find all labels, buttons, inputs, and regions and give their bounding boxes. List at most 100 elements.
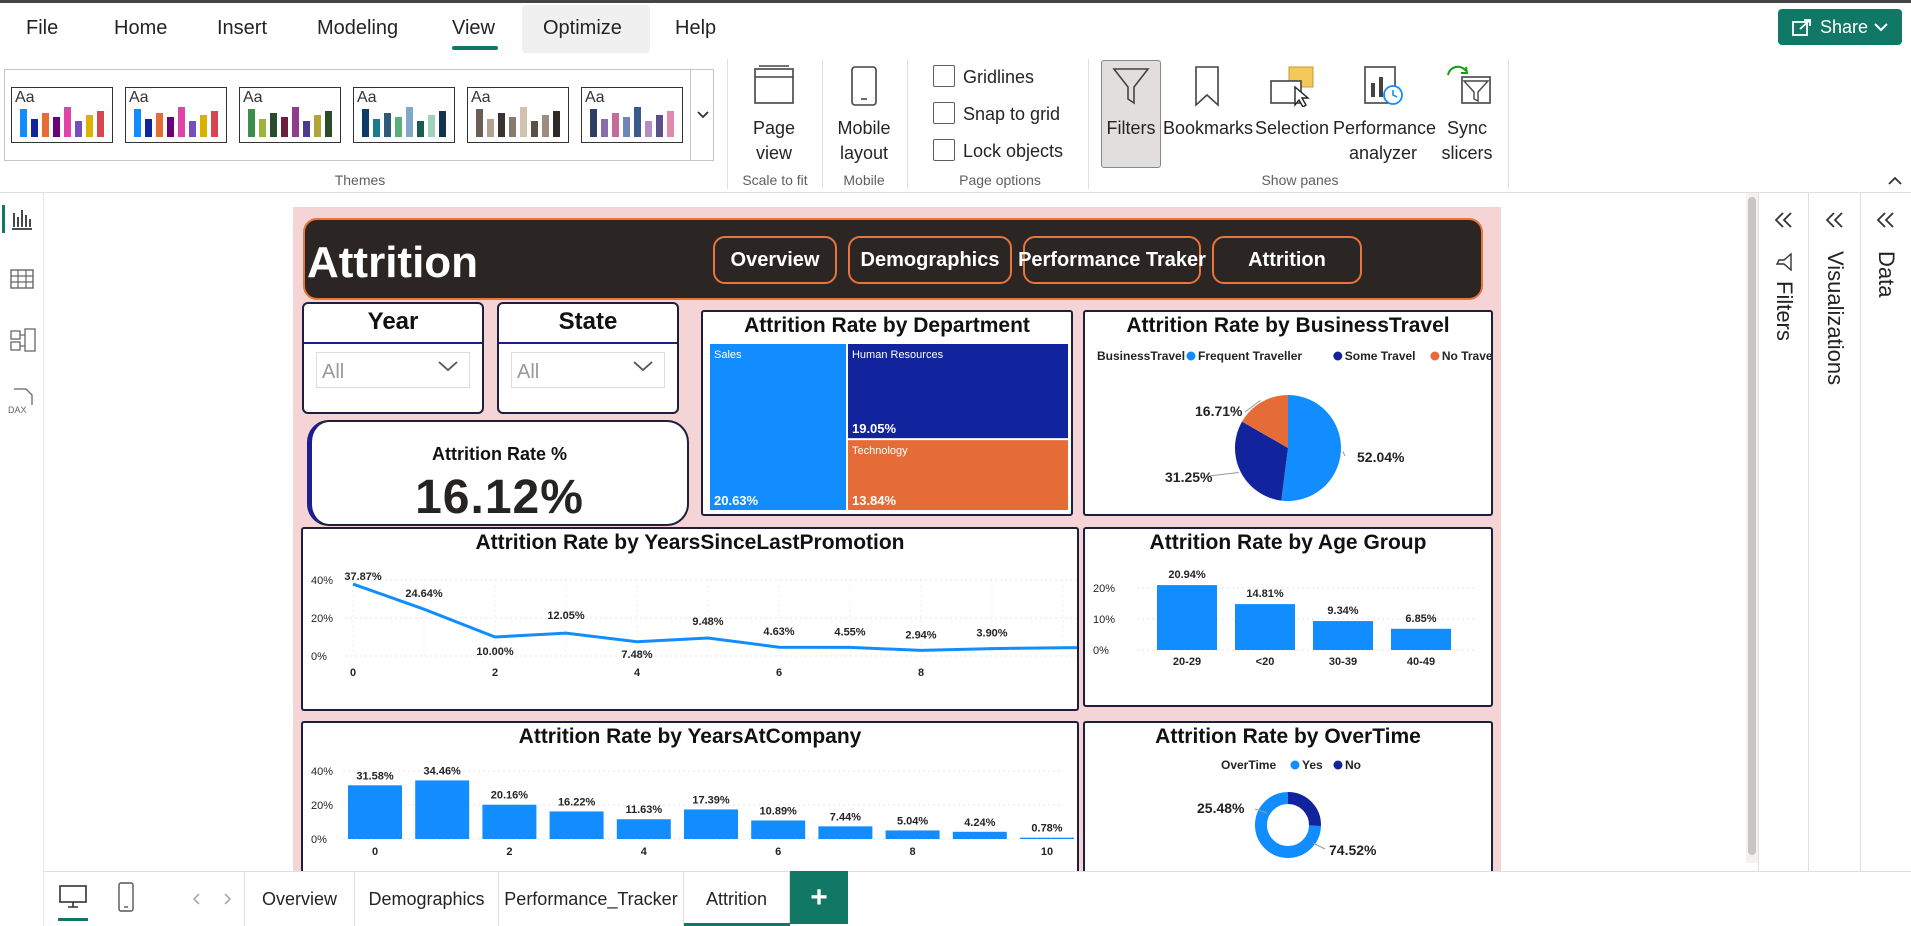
donut-legend-title: OverTime: [1221, 758, 1276, 772]
filters-label: Filters: [1106, 118, 1156, 138]
themes-expand-button[interactable]: [690, 69, 714, 161]
tab-overview[interactable]: Overview: [245, 872, 355, 926]
tab-performance-tracker[interactable]: Performance_Tracker: [499, 872, 684, 926]
x-tick-label: 2: [492, 667, 498, 679]
nav-demographics-button[interactable]: Demographics: [848, 236, 1012, 284]
canvas-scroll-thumb[interactable]: [1748, 197, 1756, 855]
theme-color-bar: [509, 117, 516, 137]
performance-analyzer-button[interactable]: Performance analyzer: [1333, 65, 1436, 166]
pie-data-label: 52.04%: [1357, 449, 1405, 465]
theme-swatch[interactable]: Aa: [467, 87, 569, 143]
sync-slicers-icon: [1447, 65, 1491, 104]
filters-button[interactable]: Filters: [1101, 65, 1161, 141]
model-view-button[interactable]: [10, 327, 36, 358]
theme-swatch[interactable]: Aa: [239, 87, 341, 143]
theme-swatch[interactable]: Aa: [125, 87, 227, 143]
nav-performance-button[interactable]: Performance Traker: [1018, 236, 1206, 284]
menu-view[interactable]: View: [452, 17, 495, 39]
data-pane-label[interactable]: Data: [1874, 251, 1899, 298]
prev-page-button[interactable]: [192, 892, 202, 911]
sync-slicers-button[interactable]: Sync slicers: [1436, 65, 1498, 166]
theme-color-bar: [590, 109, 597, 137]
bar-data-label: 0.78%: [1031, 823, 1062, 835]
menu-home[interactable]: Home: [114, 17, 168, 39]
line-data-label: 4.55%: [834, 626, 865, 638]
lock-objects-checkbox[interactable]: [933, 139, 955, 161]
kpi-card: Attrition Rate % 16.12%: [307, 420, 689, 526]
mobile-layout-button[interactable]: Mobile layout: [830, 65, 898, 166]
donut-data-label: 74.52%: [1329, 842, 1377, 858]
line-data-label: 4.63%: [763, 626, 794, 638]
next-page-button[interactable]: [222, 892, 232, 911]
pie-legend-marker: [1186, 351, 1196, 361]
x-tick-label: 40-49: [1407, 656, 1435, 668]
line-data-label: 24.64%: [405, 588, 443, 600]
bar: [952, 831, 1007, 839]
pie-legend-label: Frequent Traveller: [1198, 349, 1302, 363]
nav-overview-button[interactable]: Overview: [713, 236, 837, 284]
table-view-button[interactable]: [10, 267, 34, 296]
pie-data-label: 31.25%: [1165, 469, 1213, 485]
theme-swatch[interactable]: Aa: [353, 87, 455, 143]
bookmarks-button[interactable]: Bookmarks: [1163, 65, 1254, 141]
menu-modeling[interactable]: Modeling: [317, 17, 399, 39]
theme-color-bar: [248, 109, 255, 137]
snap-to-grid-checkbox[interactable]: [933, 102, 955, 124]
theme-swatch[interactable]: Aa: [11, 87, 113, 143]
expand-visualizations-button[interactable]: [1825, 211, 1845, 234]
scale-to-fit-label: Scale to fit: [742, 172, 808, 188]
collapse-ribbon-button[interactable]: [1888, 173, 1902, 191]
business-travel-pie: BusinessTravel Frequent Traveller Some Tra…: [1097, 349, 1491, 501]
menu-file[interactable]: File: [26, 17, 59, 39]
business-travel-title: Attrition Rate by BusinessTravel: [1126, 314, 1450, 337]
filters-pane-label[interactable]: Filters: [1772, 281, 1797, 341]
menu-optimize[interactable]: Optimize: [543, 17, 622, 39]
donut-legend-marker: [1290, 760, 1300, 770]
show-panes-label: Show panes: [1261, 172, 1339, 188]
donut-segment: [1255, 792, 1321, 858]
chevron-down-icon: [633, 361, 653, 372]
theme-color-bar: [31, 119, 38, 137]
theme-color-bar: [373, 119, 380, 137]
gridlines-checkbox[interactable]: [933, 65, 955, 87]
x-tick-label: 30-39: [1329, 656, 1357, 668]
selection-button[interactable]: Selection: [1254, 65, 1330, 141]
mobile-view-button[interactable]: [116, 882, 136, 917]
theme-swatch[interactable]: Aa: [581, 87, 683, 143]
bookmarks-label: Bookmarks: [1163, 118, 1254, 138]
expand-data-button[interactable]: [1876, 211, 1896, 234]
svg-text:DAX: DAX: [8, 405, 27, 415]
theme-color-bar: [134, 109, 141, 137]
theme-color-bar: [601, 119, 608, 137]
y-tick-label: 20%: [311, 800, 333, 812]
donut-legend-marker: [1333, 760, 1343, 770]
desktop-view-button[interactable]: [58, 884, 88, 915]
bookmark-icon: [1195, 66, 1219, 107]
year-dropdown[interactable]: All: [316, 352, 470, 388]
expand-filters-button[interactable]: [1774, 211, 1794, 234]
add-page-button[interactable]: +: [790, 871, 848, 924]
report-view-button[interactable]: [10, 207, 34, 236]
theme-color-bar: [42, 113, 49, 137]
menu-help[interactable]: Help: [675, 17, 717, 39]
share-button[interactable]: Share: [1778, 9, 1902, 45]
double-chevron-left-icon: [1876, 212, 1894, 228]
page-view-button[interactable]: Page view: [740, 65, 808, 166]
tab-attrition[interactable]: Attrition: [684, 872, 790, 926]
dax-query-view-button[interactable]: DAX: [8, 387, 36, 420]
menu-insert[interactable]: Insert: [217, 17, 268, 39]
pie-legend-marker: [1430, 351, 1440, 361]
visualizations-pane-label[interactable]: Visualizations: [1823, 251, 1848, 386]
state-dropdown[interactable]: All: [511, 352, 665, 388]
line-data-label: 12.05%: [547, 610, 585, 622]
bar: [1313, 621, 1373, 650]
data-pane: Data: [1860, 193, 1911, 871]
bar: [1391, 628, 1451, 650]
theme-color-bar: [97, 111, 104, 137]
chevron-right-icon: [224, 893, 232, 905]
bar-data-label: 4.24%: [964, 817, 995, 829]
theme-color-bar: [270, 113, 277, 137]
tab-demographics[interactable]: Demographics: [355, 872, 499, 926]
donut-legend-label: No: [1345, 758, 1361, 772]
nav-attrition-button[interactable]: Attrition: [1212, 236, 1362, 284]
